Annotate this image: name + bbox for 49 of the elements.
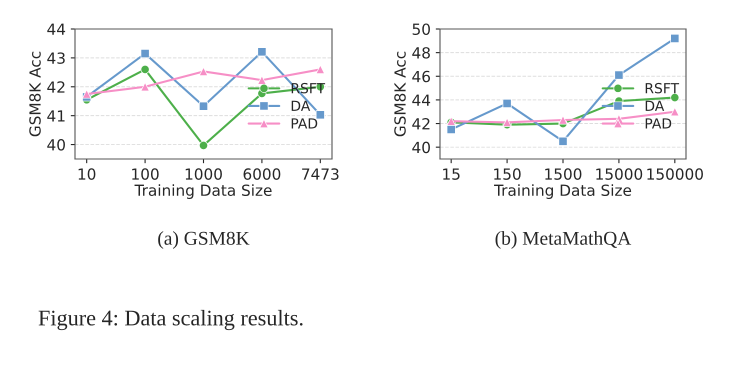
x-tick-label: 15 — [443, 168, 460, 180]
point — [198, 102, 208, 111]
x-tick-label: 150 — [494, 168, 521, 180]
x-tick-label: 100 — [132, 168, 159, 180]
x-tick-label: 15000 — [596, 168, 642, 180]
point — [446, 124, 456, 134]
legend-label: DA — [292, 100, 310, 111]
y-axis-title: GSM8K Acc — [29, 52, 41, 136]
x-tick-label: 10 — [78, 168, 96, 180]
point — [198, 140, 208, 150]
y-tick-label: 40 — [47, 139, 65, 151]
text: (b) MetaMathQA — [496, 231, 632, 249]
point — [670, 34, 680, 43]
y-tick-label: 46 — [412, 70, 430, 82]
point — [316, 110, 325, 120]
y-tick-label: 50 — [412, 23, 430, 36]
point — [140, 64, 150, 74]
y-tick-label: 40 — [412, 142, 430, 154]
point — [670, 93, 680, 102]
legend-label: PAD — [646, 118, 672, 128]
caption: Figure 4: Data scaling results. — [38, 310, 303, 330]
y-tick-label: 42 — [412, 118, 430, 130]
x-tick-label: 7473 — [302, 168, 339, 180]
point — [82, 89, 92, 99]
point — [257, 76, 266, 85]
point — [198, 66, 208, 76]
x-tick-label: 6000 — [244, 168, 280, 180]
point — [558, 115, 568, 125]
legend-label: PAD — [292, 118, 318, 128]
y-tick-label: 48 — [412, 47, 430, 59]
text: (a) GSM8K — [158, 231, 250, 249]
point — [614, 70, 624, 80]
legend-label: DA — [646, 100, 664, 111]
y-axis-title: GSM8K Acc — [394, 52, 406, 136]
point — [140, 49, 150, 58]
y-tick-label: 44 — [412, 94, 430, 106]
y-tick-label: 44 — [47, 24, 66, 35]
legend-label: RSFT — [646, 82, 680, 94]
x-tick-label: 1000 — [186, 168, 222, 180]
point — [558, 136, 568, 146]
x-axis-title: Training Data Size — [134, 184, 272, 199]
y-tick-label: 41 — [47, 110, 65, 122]
y-tick-label: 42 — [47, 81, 64, 93]
point — [502, 98, 512, 108]
x-tick-label: 150000 — [647, 168, 703, 180]
x-tick-label: 1500 — [545, 168, 582, 180]
point — [257, 47, 266, 56]
x-axis-title: Training Data Size — [494, 184, 632, 199]
y-tick-label: 43 — [47, 52, 65, 64]
